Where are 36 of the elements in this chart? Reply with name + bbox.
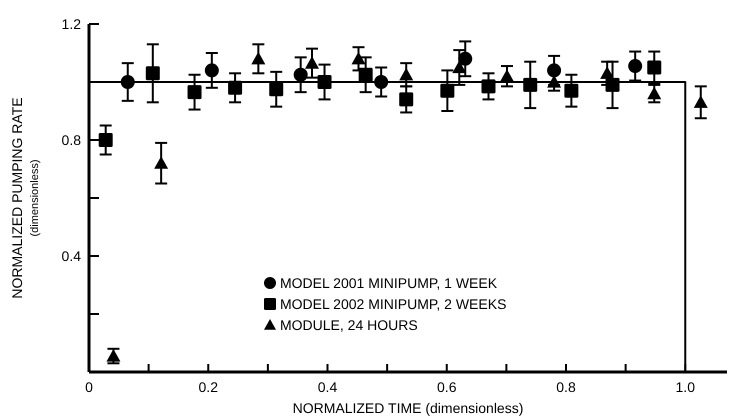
point xyxy=(204,63,219,78)
x-tick-label: 0.2 xyxy=(198,379,218,395)
point xyxy=(269,82,284,96)
y-tick-label: 0.4 xyxy=(62,248,82,264)
x-tick-label: 0.6 xyxy=(437,379,457,395)
point xyxy=(600,66,614,79)
point xyxy=(440,84,454,98)
x-axis-title: NORMALIZED TIME (dimensionless) xyxy=(292,400,524,416)
y-axis-title: NORMALIZED PUMPING RATE xyxy=(9,97,25,299)
text: (dimensionless) xyxy=(29,159,41,237)
legend-label: MODEL 2001 MINIPUMP, 1 WEEK xyxy=(280,275,498,291)
point xyxy=(305,56,319,69)
x-tick-label: 0.8 xyxy=(556,379,576,395)
point xyxy=(146,66,160,80)
point xyxy=(452,60,466,74)
legend-label: MODULE, 24 HOURS xyxy=(280,317,418,333)
point xyxy=(98,133,113,147)
point xyxy=(628,59,642,74)
point xyxy=(251,52,266,64)
x-tick-label: 0 xyxy=(85,379,94,395)
y-tick-label: 0.8 xyxy=(62,132,82,148)
point xyxy=(647,86,662,100)
point xyxy=(154,156,168,169)
point xyxy=(399,68,414,80)
legend-label: MODEL 2002 MINIPUMP, 2 WEEKS xyxy=(280,296,506,312)
point xyxy=(106,349,120,362)
point xyxy=(647,60,662,74)
point xyxy=(188,85,202,100)
point xyxy=(352,52,366,64)
point xyxy=(564,84,578,98)
x-tick-label: 1.0 xyxy=(676,379,696,395)
point xyxy=(399,92,414,106)
y-tick-label: 1.2 xyxy=(62,16,82,32)
point xyxy=(294,68,308,82)
x-tick-label: 0.4 xyxy=(318,379,338,395)
point xyxy=(694,95,708,108)
